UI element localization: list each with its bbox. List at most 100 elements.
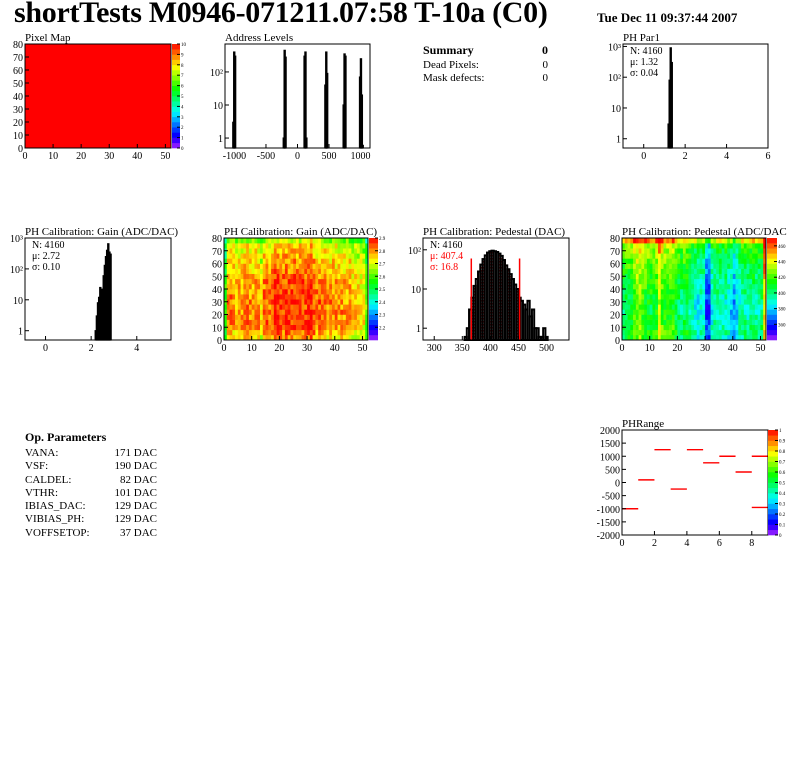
y-tick-label: 10 bbox=[13, 296, 23, 307]
heatmap-cell bbox=[348, 329, 352, 336]
heatmap-cell bbox=[624, 253, 628, 259]
heatmap-cell bbox=[635, 309, 639, 315]
heatmap-cell bbox=[251, 278, 255, 285]
heatmap-cell bbox=[738, 268, 742, 274]
heatmap-cell bbox=[741, 268, 745, 274]
heatmap-cell bbox=[752, 268, 756, 274]
heatmap-cell bbox=[235, 263, 239, 269]
heatmap-cell bbox=[746, 273, 750, 280]
heatmap-cell bbox=[254, 263, 258, 269]
heatmap-cell bbox=[633, 278, 637, 285]
heatmap-cell bbox=[746, 243, 750, 249]
heatmap-cell bbox=[243, 334, 247, 341]
heatmap-cell bbox=[254, 324, 258, 331]
palette-swatch bbox=[768, 466, 778, 473]
heatmap-cell bbox=[730, 314, 734, 320]
heatmap-cell bbox=[680, 294, 684, 300]
heatmap-cell bbox=[680, 278, 684, 285]
heatmap-cell bbox=[707, 334, 711, 341]
heatmap-cell bbox=[240, 299, 244, 305]
heatmap-cell bbox=[320, 294, 324, 300]
heatmap-cell bbox=[671, 334, 675, 341]
heatmap-cell bbox=[262, 273, 266, 280]
heatmap-cell bbox=[246, 278, 250, 285]
heatmap-cell bbox=[730, 253, 734, 259]
heatmap-cell bbox=[658, 243, 662, 249]
heatmap-cell bbox=[340, 309, 344, 315]
heatmap-cell bbox=[727, 253, 731, 259]
heatmap-cell bbox=[624, 273, 628, 280]
heatmap-cell bbox=[334, 278, 338, 285]
heatmap-cell bbox=[271, 314, 275, 320]
heatmap-cell bbox=[293, 324, 297, 331]
x-tick-label: 0 bbox=[43, 343, 48, 354]
heatmap-cell bbox=[348, 289, 352, 295]
heatmap-cell bbox=[624, 294, 628, 300]
heatmap-cell bbox=[638, 278, 642, 285]
heatmap-cell bbox=[348, 278, 352, 285]
heatmap-cell bbox=[287, 304, 291, 310]
heatmap-cell bbox=[649, 243, 653, 249]
heatmap-cell bbox=[663, 314, 667, 320]
stats-line: μ: 407.4 bbox=[430, 251, 463, 262]
heatmap-cell bbox=[348, 309, 352, 315]
heatmap-cell bbox=[260, 294, 264, 300]
heatmap-cell bbox=[309, 294, 313, 300]
z-tick-label: 460 bbox=[778, 245, 786, 250]
heatmap-cell bbox=[696, 273, 700, 280]
palette-swatch bbox=[767, 334, 777, 341]
heatmap-cell bbox=[721, 273, 725, 280]
z-tick-label: 2.5 bbox=[379, 288, 386, 293]
heatmap-cell bbox=[251, 273, 255, 280]
heatmap-cell bbox=[296, 319, 300, 325]
heatmap-cell bbox=[633, 253, 637, 259]
heatmap-cell bbox=[282, 324, 286, 331]
heatmap-cell bbox=[243, 263, 247, 269]
heatmap-cell bbox=[730, 258, 734, 264]
summary-label: Dead Pixels: bbox=[423, 59, 479, 71]
heatmap-cell bbox=[293, 263, 297, 269]
heatmap-cell bbox=[641, 248, 645, 254]
heatmap-cell bbox=[240, 334, 244, 341]
heatmap-cell bbox=[312, 329, 316, 336]
heatmap-cell bbox=[345, 278, 349, 285]
heatmap-cell bbox=[707, 268, 711, 274]
heatmap-cell bbox=[641, 324, 645, 331]
heatmap-cell bbox=[658, 273, 662, 280]
heatmap-cell bbox=[757, 283, 761, 290]
heatmap-cell bbox=[318, 294, 322, 300]
palette-swatch bbox=[767, 294, 777, 300]
heatmap-cell bbox=[276, 258, 280, 264]
heatmap-cell bbox=[727, 324, 731, 331]
heatmap-cell bbox=[248, 294, 252, 300]
heatmap-cell bbox=[248, 334, 252, 341]
heatmap-cell bbox=[699, 304, 703, 310]
z-tick-label: 1 bbox=[181, 137, 184, 142]
heatmap-cell bbox=[752, 329, 756, 336]
heatmap-cell bbox=[741, 238, 745, 244]
x-tick-label: 30 bbox=[104, 151, 114, 162]
heatmap-cell bbox=[633, 289, 637, 295]
heatmap-cell bbox=[235, 268, 239, 274]
heatmap-cell bbox=[287, 253, 291, 259]
heatmap-cell bbox=[362, 319, 366, 325]
palette-swatch bbox=[768, 430, 778, 436]
heatmap-cell bbox=[694, 258, 698, 264]
palette-swatch bbox=[172, 59, 180, 66]
heatmap-cell bbox=[724, 289, 728, 295]
heatmap-cell bbox=[307, 283, 311, 290]
heatmap-cell bbox=[240, 263, 244, 269]
heatmap-cell bbox=[243, 309, 247, 315]
heatmap-cell bbox=[721, 304, 725, 310]
heatmap-cell bbox=[248, 299, 252, 305]
heatmap-cell bbox=[622, 268, 626, 274]
heatmap-cell bbox=[268, 268, 272, 274]
heatmap-cell bbox=[237, 243, 241, 249]
heatmap-cell bbox=[658, 268, 662, 274]
heatmap-cell bbox=[743, 268, 747, 274]
summary-title: Summary bbox=[423, 43, 474, 57]
heatmap-cell bbox=[749, 283, 753, 290]
heatmap-cell bbox=[296, 334, 300, 341]
heatmap-cell bbox=[273, 273, 277, 280]
heatmap-cell bbox=[318, 238, 322, 244]
